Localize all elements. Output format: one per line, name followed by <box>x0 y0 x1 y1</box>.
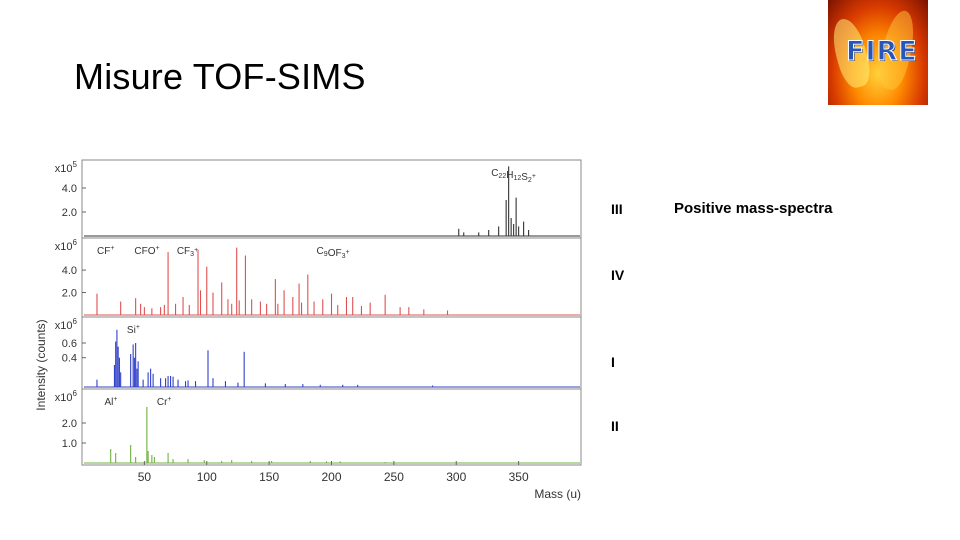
scale-factor-i: x106 <box>55 317 78 332</box>
peak-annotation-iv: C9OF3+ <box>317 246 350 260</box>
y-tick-label-ii: 1.0 <box>62 438 77 450</box>
x-tick-label: 250 <box>384 470 404 484</box>
scale-factor-iv: x106 <box>55 238 78 253</box>
slide-title: Misure TOF-SIMS <box>74 56 366 97</box>
positive-mass-spectra-label: Positive mass-spectra <box>674 200 833 217</box>
y-tick-label-iv: 4.0 <box>62 265 77 277</box>
y-tick-label-i: 0.4 <box>62 353 77 365</box>
x-axis-title: Mass (u) <box>534 487 581 501</box>
x-tick-label: 350 <box>509 470 529 484</box>
peak-annotation-ii: Cr+ <box>157 396 172 408</box>
y-tick-label-ii: 2.0 <box>62 418 77 430</box>
scale-factor-ii: x106 <box>55 389 78 404</box>
y-tick-label-iv: 2.0 <box>62 288 77 300</box>
peak-annotation-ii: Al+ <box>104 396 117 408</box>
x-tick-label: 300 <box>446 470 466 484</box>
panel-label-iv: IV <box>611 267 625 283</box>
peak-annotation-iv: CF+ <box>97 245 114 257</box>
x-tick-label: 50 <box>138 470 152 484</box>
y-axis-title: Intensity (counts) <box>34 319 48 410</box>
panel-label-i: I <box>611 354 615 370</box>
logo-text: FIRE <box>846 36 918 68</box>
peak-annotation-i: Si+ <box>127 324 140 336</box>
x-tick-label: 150 <box>259 470 279 484</box>
peak-annotation-iii: C22H12S2+ <box>491 168 536 184</box>
x-tick-label: 100 <box>197 470 217 484</box>
x-tick-label: 200 <box>321 470 341 484</box>
peak-annotation-iv: CFO+ <box>134 245 159 257</box>
y-tick-label-iii: 2.0 <box>62 207 77 219</box>
y-tick-label-iii: 4.0 <box>62 183 77 195</box>
fire-logo: FIRE <box>828 0 928 105</box>
scale-factor-iii: x105 <box>55 160 78 175</box>
panel-label-iii: III <box>611 201 623 217</box>
y-tick-label-i: 0.6 <box>62 338 77 350</box>
tof-sims-spectra-chart: 2.0 4.0 x105 C22H12S2+ 2.0 4.0 x106 CF+ CFO+ CF3+… <box>34 159 582 501</box>
peak-annotation-iv: CF3+ <box>177 246 198 258</box>
panel-label-ii: II <box>611 418 619 434</box>
